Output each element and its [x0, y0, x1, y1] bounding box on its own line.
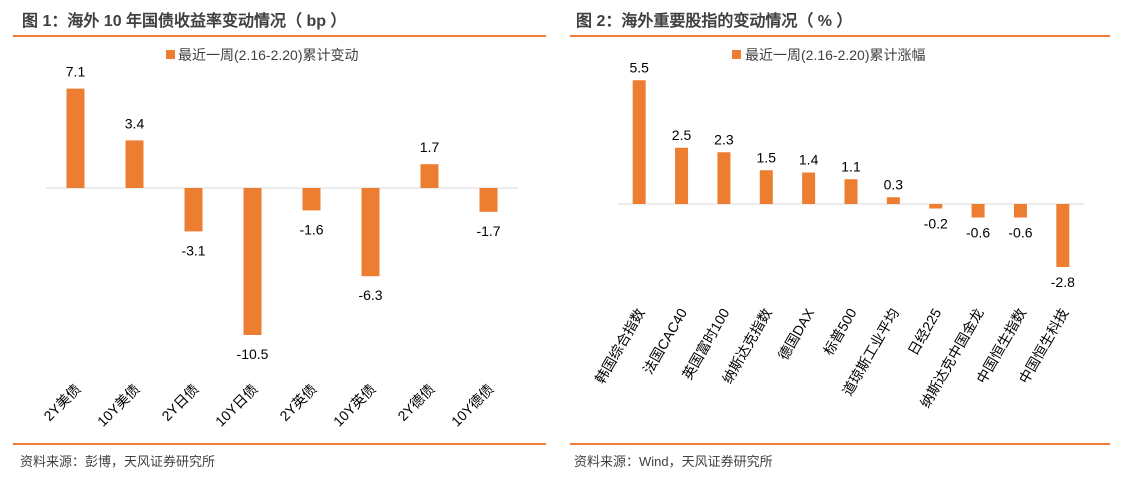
chart-1-title: 图 1：海外 10 年国债收益率变动情况（ bp ）: [22, 11, 346, 30]
chart-2-legend-swatch: [732, 50, 741, 59]
bar: [479, 188, 498, 212]
bar: [420, 164, 439, 188]
bar: [632, 80, 646, 204]
category-tick-label: 10Y美债: [94, 381, 143, 430]
bar: [844, 179, 858, 204]
data-label: 1.7: [420, 139, 440, 155]
data-label: 5.5: [629, 59, 649, 75]
chart-1-legend-label: 最近一周(2.16-2.20)累计变动: [178, 47, 358, 63]
chart-2-legend-label: 最近一周(2.16-2.20)累计涨幅: [745, 47, 925, 63]
bar: [302, 188, 321, 211]
chart-1-source: 资料来源：彭博，天风证券研究所: [20, 454, 215, 469]
bar: [361, 188, 380, 277]
bar: [759, 170, 773, 204]
bar: [886, 197, 900, 204]
data-label: -0.6: [966, 225, 990, 241]
bar: [125, 140, 144, 188]
data-label: -0.6: [1008, 225, 1032, 241]
data-label: -1.7: [476, 223, 500, 239]
category-tick-label: 韩国综合指数: [592, 306, 648, 387]
data-label: 0.3: [884, 176, 904, 192]
data-label: -2.8: [1051, 274, 1075, 290]
data-label: 2.3: [714, 131, 734, 147]
bar: [1056, 204, 1070, 267]
data-label: -1.6: [299, 221, 323, 237]
bar: [717, 152, 731, 204]
data-label: 3.4: [125, 115, 145, 131]
data-label: -3.1: [181, 242, 205, 258]
category-tick-label: 2Y英债: [276, 381, 319, 424]
data-label: -6.3: [358, 287, 382, 303]
bar: [243, 188, 262, 335]
category-tick-label: 10Y日债: [212, 381, 261, 430]
category-tick-label: 2Y德债: [394, 381, 437, 424]
data-label: -10.5: [237, 346, 269, 362]
chart-2-source: 资料来源：Wind，天风证券研究所: [574, 454, 773, 469]
category-tick-label: 标普500: [820, 305, 860, 358]
category-tick-label: 德国DAX: [775, 305, 818, 363]
bar: [802, 172, 816, 204]
chart-1: 图 1：海外 10 年国债收益率变动情况（ bp ） 最近一周(2.16-2.2…: [13, 11, 546, 469]
category-tick-label: 2Y日债: [158, 381, 201, 424]
data-label: 1.1: [841, 158, 861, 174]
data-label: 1.4: [799, 152, 819, 168]
bar: [929, 204, 943, 209]
category-tick-label: 2Y美债: [40, 381, 83, 424]
bar: [675, 147, 689, 204]
data-label: -0.2: [924, 216, 948, 232]
data-label: 1.5: [757, 149, 777, 165]
bar: [1013, 204, 1027, 218]
bar: [971, 204, 985, 218]
chart-1-plot: 7.1 2Y美债 3.4 10Y美债 -3.1 2Y日债 -10.5 10Y日债 -1.6 2Y英…: [40, 64, 518, 430]
chart-2-plot: 5.5韩国综合指数2.5法国CAC402.3英国富时1001.5纳斯达克指数1.…: [592, 59, 1084, 410]
category-tick-label: 日经225: [905, 305, 945, 358]
chart-1-legend-swatch: [166, 50, 175, 59]
bar: [66, 88, 85, 188]
data-label: 7.1: [66, 64, 86, 80]
chart-2-title: 图 2：海外重要股指的变动情况（ % ）: [576, 11, 852, 30]
data-label: 2.5: [672, 127, 692, 143]
bar: [184, 188, 203, 232]
category-tick-label: 10Y英债: [330, 381, 379, 430]
category-tick-label: 10Y德债: [448, 381, 497, 430]
chart-2: 图 2：海外重要股指的变动情况（ % ） 最近一周(2.16-2.20)累计涨幅…: [570, 11, 1110, 469]
